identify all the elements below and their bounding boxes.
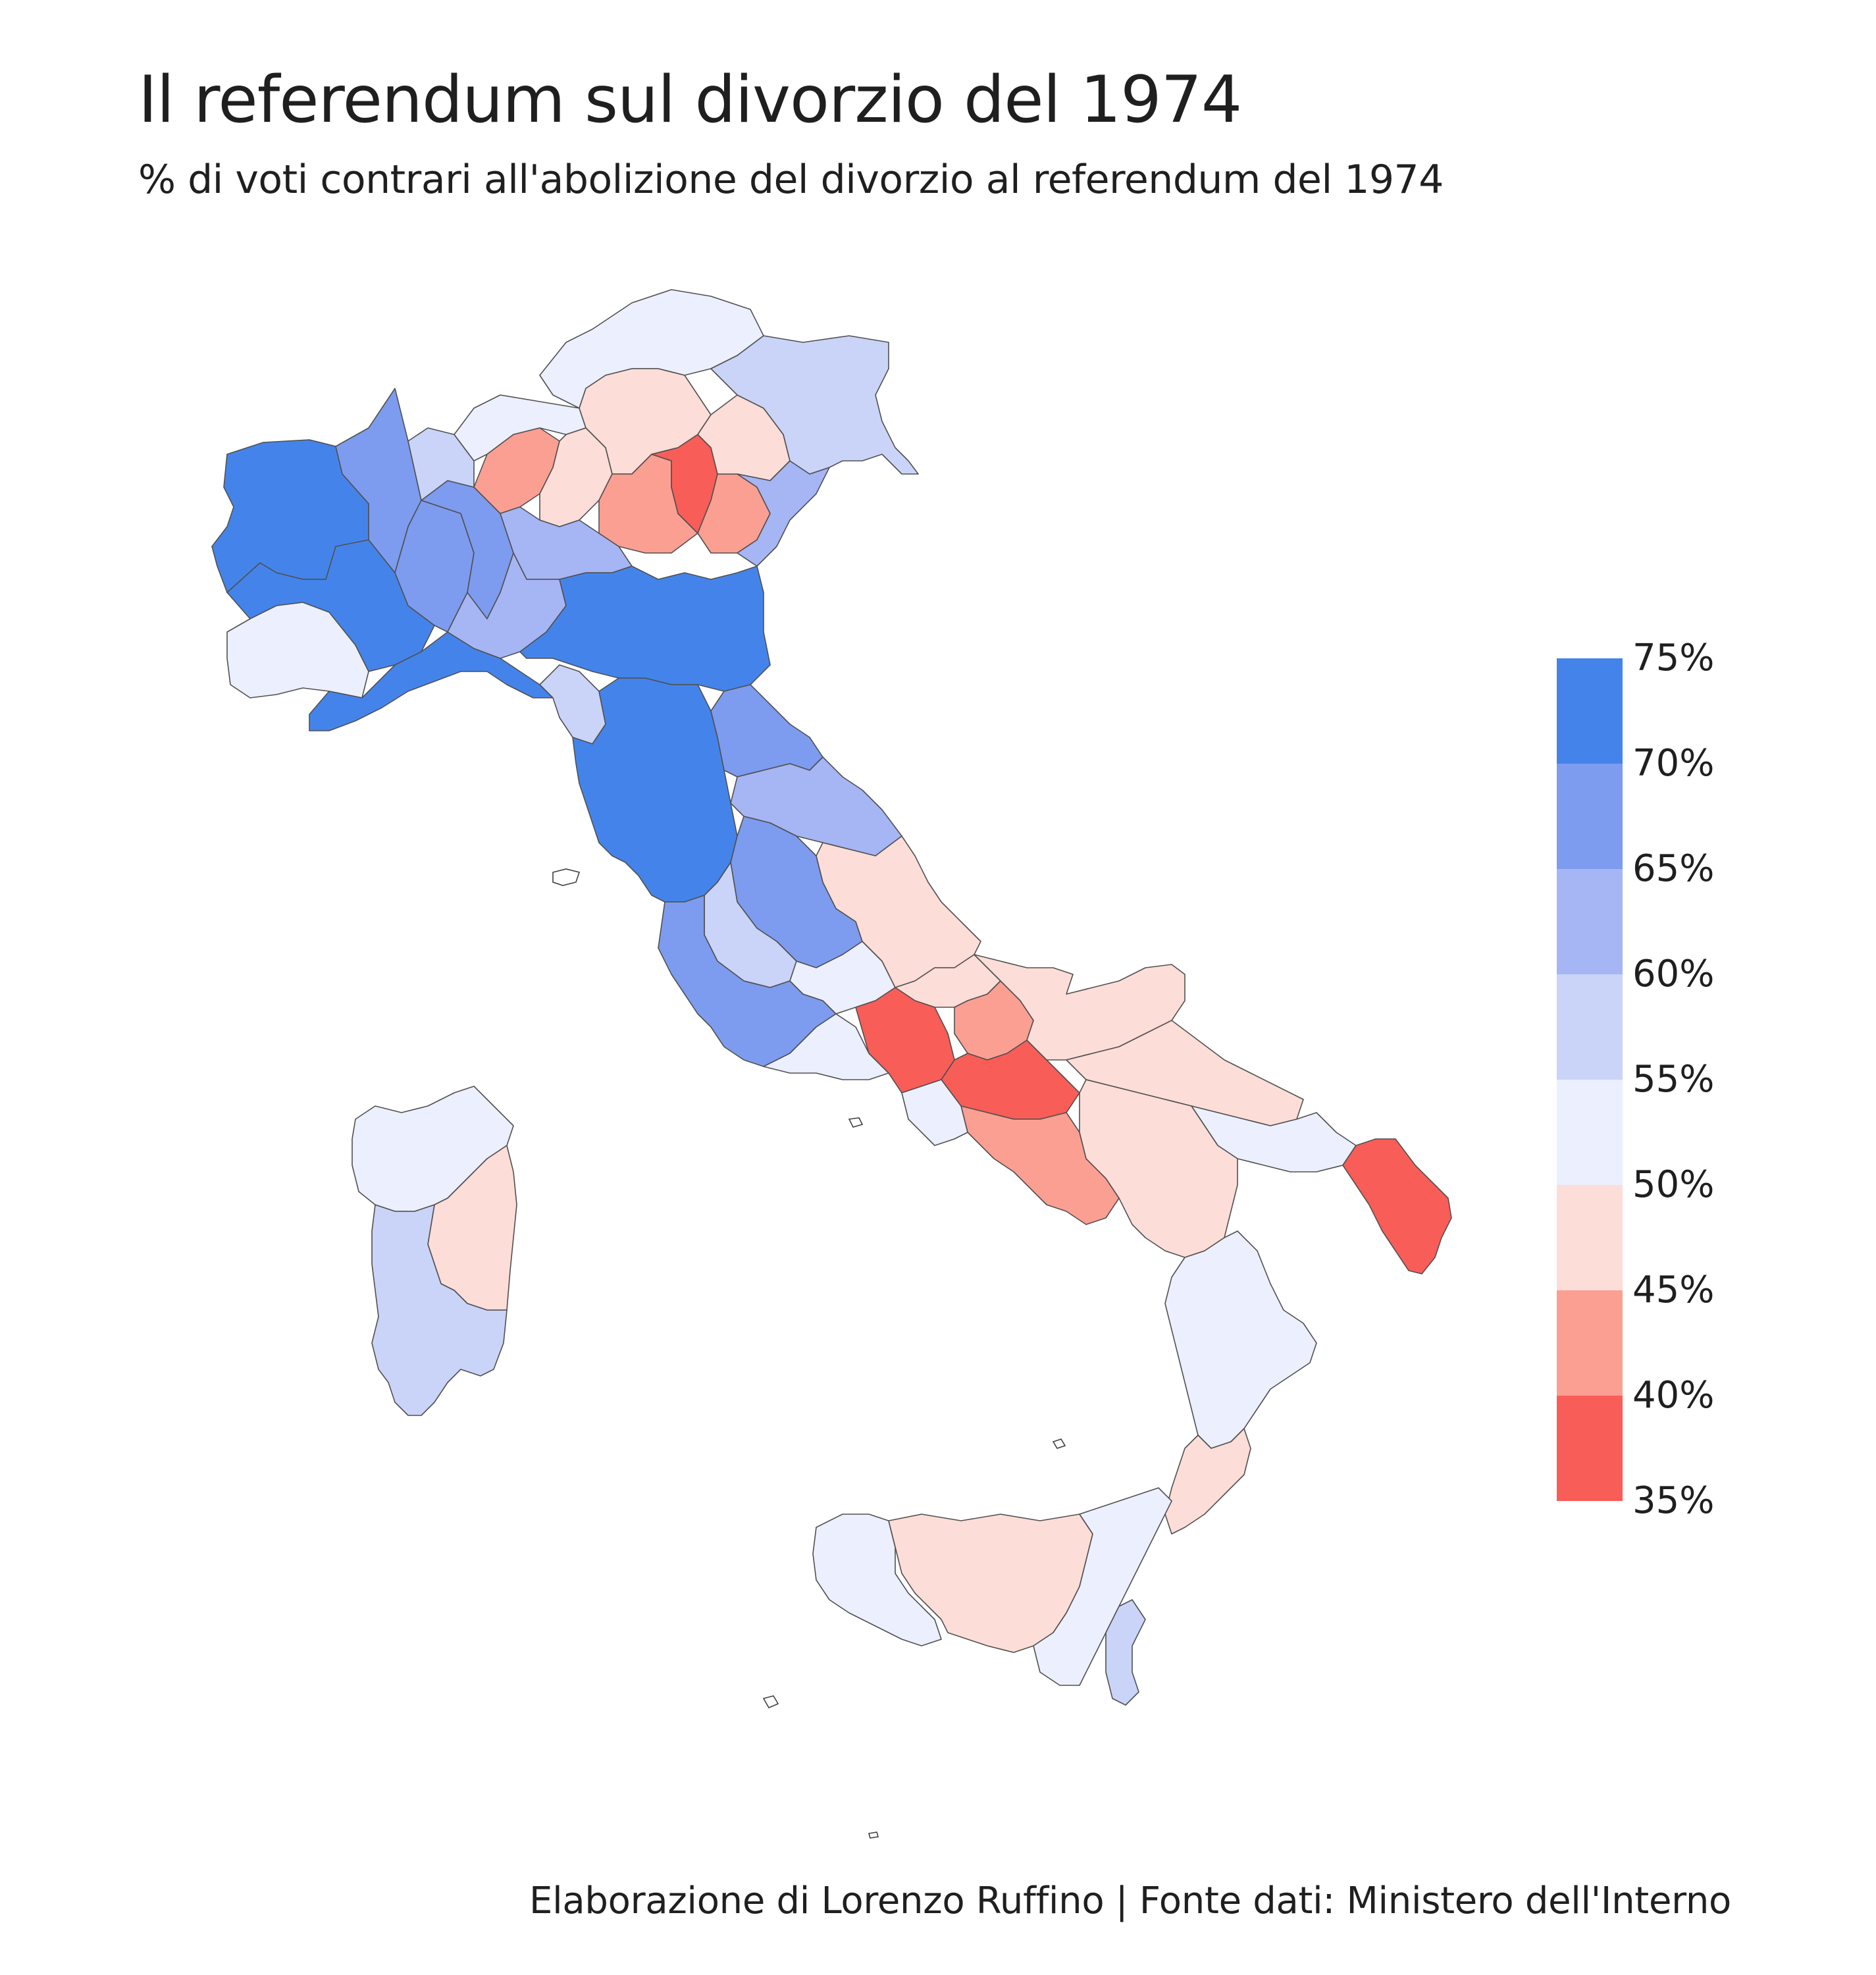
region-reggio-calabria[interactable]	[1164, 1428, 1251, 1535]
legend-label: 45%	[1632, 1269, 1715, 1311]
source-caption: Elaborazione di Lorenzo Ruffino | Fonte …	[529, 1880, 1731, 1922]
island-lampedusa	[868, 1831, 879, 1839]
region-lecce[interactable]	[1342, 1138, 1452, 1275]
legend-label: 70%	[1632, 742, 1715, 785]
legend-label: 35%	[1632, 1479, 1715, 1522]
legend-label: 55%	[1632, 1058, 1715, 1101]
island-elba	[552, 868, 581, 886]
region-friuli-venezia-giulia[interactable]	[710, 335, 919, 475]
region-como-varese[interactable]	[407, 427, 475, 501]
region-lucca[interactable]	[539, 664, 606, 745]
color-legend: 75% 70% 65% 60% 55% 50% 45% 40% 35%	[1557, 640, 1754, 1519]
legend-label: 50%	[1632, 1163, 1715, 1206]
legend-swatch	[1557, 1396, 1623, 1501]
legend-label: 75%	[1632, 637, 1715, 679]
region-salerno[interactable]	[960, 1105, 1120, 1225]
region-sicilia-est[interactable]	[1033, 1487, 1172, 1686]
legend-label: 40%	[1632, 1374, 1715, 1417]
chart-title: Il referendum sul divorzio del 1974	[138, 63, 1242, 138]
region-marche-nord[interactable]	[710, 684, 823, 777]
region-catania-siracusa[interactable]	[1105, 1599, 1146, 1706]
region-liguria[interactable]	[309, 631, 554, 731]
legend-swatch	[1557, 764, 1623, 869]
region-foggia[interactable]	[974, 954, 1186, 1061]
region-calabria[interactable]	[1164, 1230, 1317, 1449]
legend-swatch	[1557, 1080, 1623, 1185]
region-trentino-alto-adige[interactable]	[539, 289, 764, 409]
region-napoli[interactable]	[901, 1079, 968, 1146]
region-basilicata[interactable]	[1079, 1079, 1238, 1258]
legend-swatch	[1557, 974, 1623, 1080]
legend-label: 60%	[1632, 953, 1715, 995]
legend-swatch	[1557, 658, 1623, 764]
legend-swatch	[1557, 1290, 1623, 1396]
island-capri-ischia	[848, 1117, 864, 1128]
region-sicilia-ovest[interactable]	[812, 1514, 942, 1646]
region-sardegna-sud[interactable]	[371, 1204, 508, 1416]
island-pantelleria	[762, 1695, 779, 1709]
island-eolie	[1052, 1438, 1066, 1449]
chart-subtitle: % di voti contrari all'abolizione del di…	[138, 157, 1444, 203]
legend-swatch	[1557, 869, 1623, 974]
legend-label: 65%	[1632, 847, 1715, 890]
legend-swatch	[1557, 1185, 1623, 1290]
